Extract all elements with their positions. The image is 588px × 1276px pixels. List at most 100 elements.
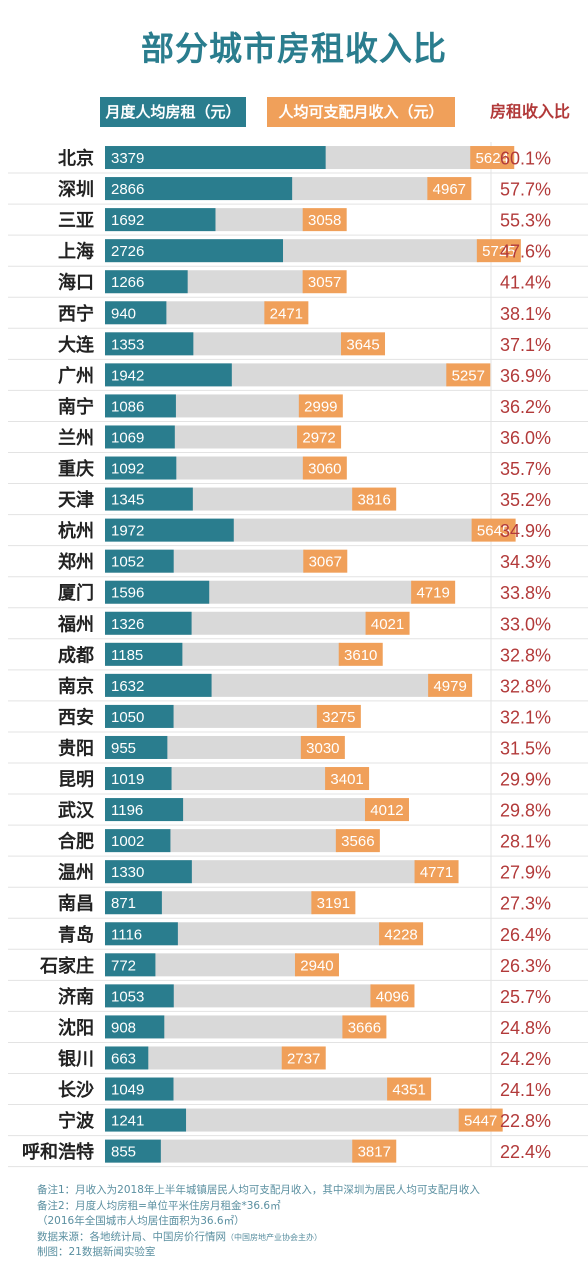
rent-value-label: 1116 xyxy=(111,926,142,943)
income-value-label: 4979 xyxy=(433,678,466,695)
city-label: 大连 xyxy=(58,334,95,356)
income-value-box xyxy=(387,1077,432,1101)
city-label: 杭州 xyxy=(58,520,94,542)
income-value-label: 3817 xyxy=(358,1144,391,1161)
footnote-source: 数据来源：各地统计局、中国房价行情网（中国房地产业协会主办） xyxy=(37,1230,577,1246)
rent-bar xyxy=(105,208,216,232)
rent-value-label: 2726 xyxy=(111,243,144,260)
footnote-source-note: （中国房地产业协会主办） xyxy=(226,1232,322,1242)
income-value-box xyxy=(294,953,339,977)
ratio-value-label: 37.1% xyxy=(500,335,551,355)
footnote-source-text: 数据来源：各地统计局、中国房价行情网 xyxy=(37,1230,226,1243)
income-value-box xyxy=(342,1015,387,1039)
rent-bar xyxy=(105,456,177,480)
footnotes: 备注1：月收入为2018年上半年城镇居民人均可支配月收入，其中深圳为居民人均可支… xyxy=(37,1183,577,1261)
ratio-value-label: 33.0% xyxy=(500,614,551,634)
ratio-value-label: 34.3% xyxy=(500,552,551,572)
ratio-value-label: 29.8% xyxy=(500,801,551,821)
income-value-label: 5624 xyxy=(476,150,509,167)
rent-value-label: 1326 xyxy=(111,616,144,633)
rent-value-label: 1266 xyxy=(111,274,144,291)
rent-bar xyxy=(105,953,156,977)
ratio-value-label: 41.4% xyxy=(500,273,551,293)
income-value-label: 4351 xyxy=(392,1082,425,1099)
ratio-value-label: 24.8% xyxy=(500,1018,551,1038)
income-value-label: 3057 xyxy=(308,274,341,291)
income-value-box xyxy=(364,798,409,822)
city-label: 武汉 xyxy=(58,801,95,822)
city-label: 深圳 xyxy=(58,179,94,201)
income-value-label: 3566 xyxy=(341,833,374,850)
income-value-label: 3401 xyxy=(330,771,363,788)
income-value-box xyxy=(341,332,386,356)
city-label: 兰州 xyxy=(58,427,94,449)
income-value-label: 3666 xyxy=(348,1019,381,1036)
income-value-box xyxy=(352,487,397,511)
income-value-box xyxy=(471,518,516,542)
income-value-label: 4096 xyxy=(376,988,409,1005)
income-bar xyxy=(105,1077,390,1101)
ratio-value-label: 36.0% xyxy=(500,428,551,448)
ratio-value-label: 36.2% xyxy=(500,397,551,417)
ratio-value-label: 36.9% xyxy=(500,366,551,386)
income-value-box xyxy=(411,580,456,604)
income-value-box xyxy=(302,456,347,480)
ratio-value-label: 34.9% xyxy=(500,521,551,541)
ratio-value-label: 33.8% xyxy=(500,583,551,603)
rent-bar xyxy=(105,363,232,387)
ratio-value-label: 47.6% xyxy=(500,242,551,262)
ratio-value-label: 26.3% xyxy=(500,956,551,976)
income-value-label: 3030 xyxy=(306,740,339,757)
rent-bar xyxy=(105,1108,187,1132)
income-value-label: 4719 xyxy=(416,585,449,602)
city-label: 海口 xyxy=(58,272,94,294)
city-label: 福州 xyxy=(57,613,94,635)
income-value-box xyxy=(264,301,309,325)
income-value-box xyxy=(414,860,459,884)
city-label: 三亚 xyxy=(58,211,94,232)
rent-bar xyxy=(105,270,188,294)
city-label: 青岛 xyxy=(58,924,94,946)
rent-bar xyxy=(105,922,178,946)
rent-value-label: 1185 xyxy=(111,647,143,664)
rent-value-label: 1050 xyxy=(111,709,144,726)
city-label: 重庆 xyxy=(58,458,94,480)
income-value-label: 4967 xyxy=(433,181,466,198)
income-value-label: 3191 xyxy=(317,895,350,912)
city-label: 厦门 xyxy=(58,582,94,604)
ratio-value-label: 32.8% xyxy=(500,645,551,665)
rent-bar xyxy=(105,146,326,170)
chart-title: 部分城市房租收入比 xyxy=(141,29,447,68)
footnote-1: 备注1：月收入为2018年上半年城镇居民人均可支配月收入，其中深圳为居民人均可支… xyxy=(37,1184,480,1196)
income-value-label: 3645 xyxy=(346,336,379,353)
ratio-value-label: 27.3% xyxy=(500,894,551,914)
rent-bar xyxy=(105,239,284,263)
income-value-label: 4012 xyxy=(370,802,403,819)
income-value-label: 2972 xyxy=(302,429,335,446)
rent-bar xyxy=(105,1077,174,1101)
ratio-value-label: 26.4% xyxy=(500,925,551,945)
rent-value-label: 1049 xyxy=(111,1082,144,1099)
rent-value-label: 1019 xyxy=(111,771,144,788)
income-value-label: 4228 xyxy=(384,926,417,943)
city-label: 南京 xyxy=(58,675,94,697)
rent-bar xyxy=(105,1015,165,1039)
rent-bar xyxy=(105,735,168,759)
legend-ratio: 房租收入比 xyxy=(489,102,570,121)
income-value-box xyxy=(427,177,472,201)
income-value-box xyxy=(303,549,348,573)
income-bar xyxy=(105,1108,461,1132)
income-value-box xyxy=(302,270,347,294)
rent-bar xyxy=(105,1046,149,1070)
ratio-value-label: 22.8% xyxy=(500,1111,551,1131)
rent-bar xyxy=(105,394,176,418)
ratio-value-label: 55.3% xyxy=(500,211,551,231)
income-value-box xyxy=(298,394,343,418)
ratio-value-label: 60.1% xyxy=(500,149,551,169)
rent-value-label: 1052 xyxy=(111,554,144,571)
city-label: 银川 xyxy=(58,1048,94,1070)
ratio-value-label: 22.4% xyxy=(500,1142,551,1162)
footnote-3: （2016年全国城市人均居住面积为36.6㎡） xyxy=(37,1215,245,1227)
city-label: 宁波 xyxy=(58,1110,95,1132)
